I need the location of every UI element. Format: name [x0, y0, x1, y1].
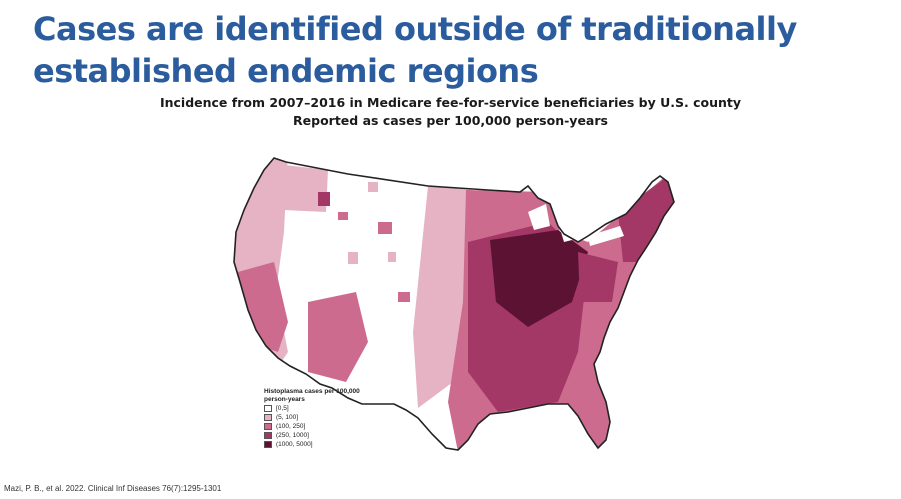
- legend-item: (100, 250]: [264, 422, 384, 431]
- legend-label: (250, 1000]: [276, 432, 309, 439]
- slide-title: Cases are identified outside of traditio…: [33, 10, 797, 90]
- map-subtitle-line-2: Reported as cases per 100,000 person-yea…: [293, 113, 608, 128]
- map-lake: [528, 204, 550, 230]
- map-county-patch: [348, 252, 358, 264]
- legend-title: Histoplasma cases per 100,000 person-yea…: [264, 388, 360, 403]
- us-county-map: [228, 152, 688, 470]
- legend-label: (5, 100]: [276, 414, 299, 421]
- map-region-ohio-valley: [490, 230, 588, 327]
- map-county-patch: [338, 212, 348, 220]
- map-subtitle-line-1: Incidence from 2007–2016 in Medicare fee…: [159, 95, 742, 110]
- legend-swatch: [264, 441, 272, 448]
- map-region-northwest: [276, 164, 328, 212]
- map-region-appalachia: [578, 252, 618, 302]
- map-county-patch: [318, 192, 330, 206]
- map-lake: [588, 226, 624, 246]
- legend-swatch: [264, 432, 272, 439]
- legend-label: (1000, 5000]: [276, 441, 313, 448]
- legend-label: (100, 250]: [276, 423, 306, 430]
- us-map-svg: [233, 157, 675, 451]
- legend-swatch: [264, 414, 272, 421]
- map-region-arizona: [308, 292, 368, 382]
- map-county-patch: [368, 182, 378, 192]
- legend-label: [0,5]: [276, 405, 289, 412]
- map-county-patch: [398, 292, 410, 302]
- map-county-patch: [378, 222, 392, 234]
- map-county-patch: [388, 252, 396, 262]
- citation: Mazi, P. B., et al. 2022. Clinical Inf D…: [4, 484, 222, 493]
- legend-swatch: [264, 405, 272, 412]
- legend-item: (250, 1000]: [264, 431, 384, 440]
- legend-swatch: [264, 423, 272, 430]
- map-legend: Histoplasma cases per 100,000 person-yea…: [264, 388, 384, 449]
- legend-item: (5, 100]: [264, 413, 384, 422]
- legend-item: (1000, 5000]: [264, 440, 384, 449]
- legend-item: [0,5]: [264, 404, 384, 413]
